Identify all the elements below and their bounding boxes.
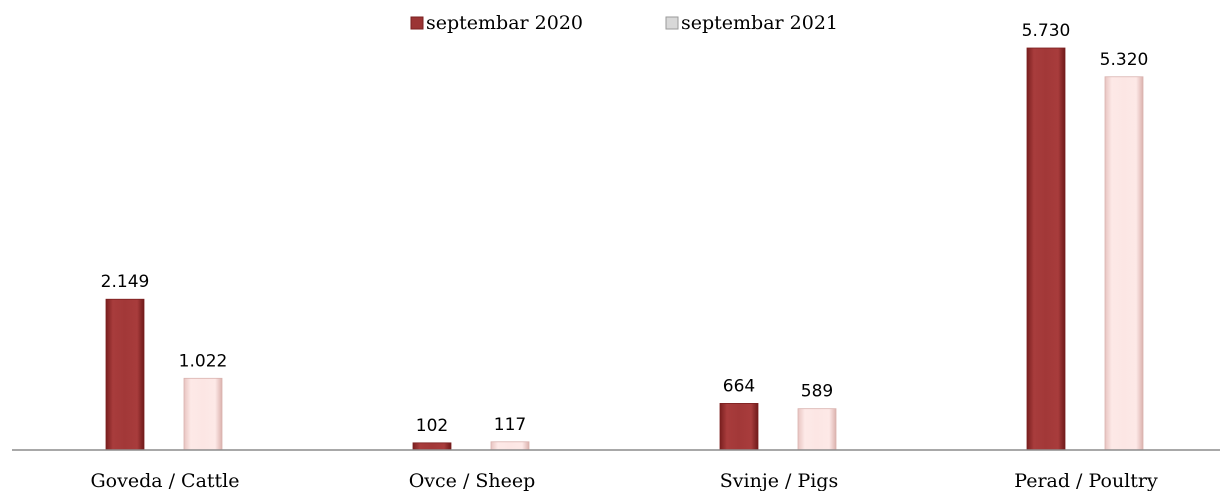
category-label-0: Goveda / Cattle [90,470,239,491]
bar-septembar-2020-1 [412,442,452,451]
data-label-septembar-2021-2: 589 [801,382,833,402]
category-labels-group: Goveda / Cattle Ovce / Sheep Svinje / Pigs… [90,470,1158,491]
legend-swatch-septembar-2021 [665,16,679,30]
category-label-3: Perad / Poultry [1014,470,1158,491]
data-label-septembar-2021-3: 5.320 [1100,50,1149,70]
data-label-septembar-2020-1: 102 [416,416,448,436]
bar-septembar-2021-2 [797,408,837,451]
data-label-septembar-2021-1: 117 [494,415,526,435]
data-labels-group: 2.149 1.022 102 117 664 589 5.730 5.320 [101,21,1149,436]
legend-swatch-septembar-2020 [410,16,424,30]
bar-septembar-2021-1 [490,441,530,451]
data-label-septembar-2020-3: 5.730 [1022,21,1071,41]
bar-septembar-2021-0 [183,377,223,451]
data-label-septembar-2020-2: 664 [723,376,755,396]
bar-septembar-2020-2 [719,403,759,451]
legend: septembar 2020 septembar 2021 [410,12,838,34]
data-label-septembar-2020-0: 2.149 [101,272,150,292]
legend-label-septembar-2021: septembar 2021 [681,12,838,34]
data-label-septembar-2021-0: 1.022 [179,351,228,371]
category-label-1: Ovce / Sheep [409,470,536,491]
category-label-2: Svinje / Pigs [720,470,838,491]
bar-septembar-2021-3 [1104,76,1144,451]
bars-group [105,47,1144,451]
legend-label-septembar-2020: septembar 2020 [426,12,583,34]
bar-septembar-2020-0 [105,298,145,451]
bar-septembar-2020-3 [1026,47,1066,451]
